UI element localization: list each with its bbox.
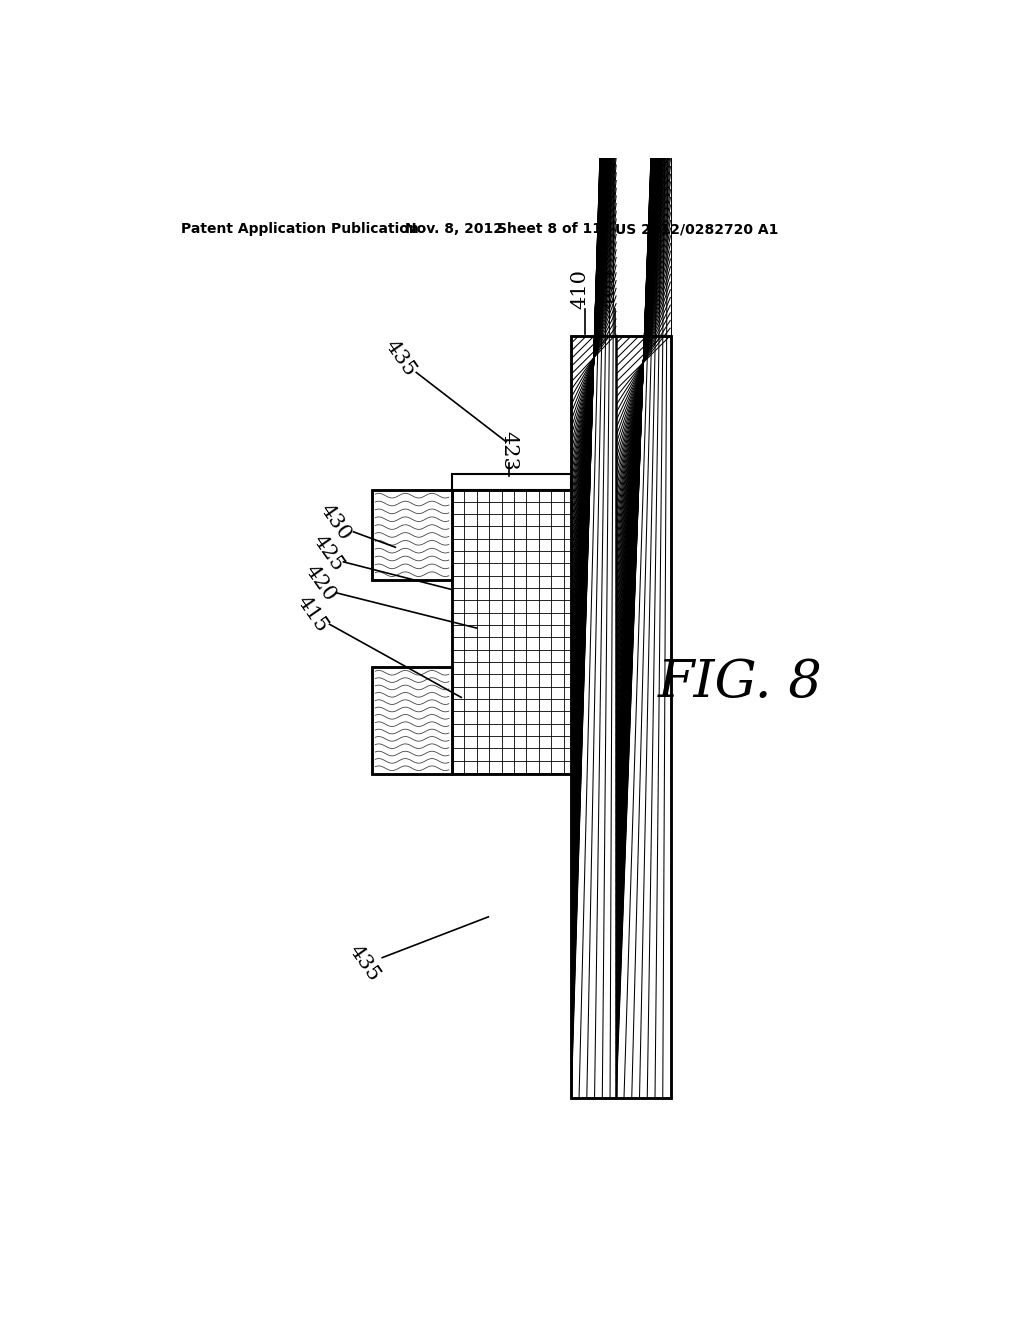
Text: 410: 410 (570, 269, 590, 309)
Text: 415: 415 (293, 593, 332, 636)
Bar (372, 490, 452, 581)
Text: FIG. 8: FIG. 8 (657, 656, 822, 708)
Text: 423: 423 (500, 432, 519, 471)
Text: 430: 430 (316, 500, 355, 544)
Bar (372, 667, 452, 775)
Text: US 2012/0282720 A1: US 2012/0282720 A1 (614, 222, 778, 236)
Text: 420: 420 (301, 561, 339, 606)
Bar (372, 667, 452, 775)
Text: 425: 425 (309, 531, 347, 574)
Bar (452, 490, 571, 775)
Text: 405: 405 (599, 269, 618, 309)
Bar (452, 474, 571, 490)
Text: 435: 435 (382, 337, 420, 380)
Bar (372, 490, 452, 581)
Bar (571, 335, 671, 1098)
Bar (571, 335, 671, 1098)
Text: Sheet 8 of 11: Sheet 8 of 11 (497, 222, 602, 236)
Bar (452, 490, 571, 775)
Text: 435: 435 (345, 941, 384, 985)
Text: Nov. 8, 2012: Nov. 8, 2012 (406, 222, 504, 236)
Text: Patent Application Publication: Patent Application Publication (180, 222, 419, 236)
